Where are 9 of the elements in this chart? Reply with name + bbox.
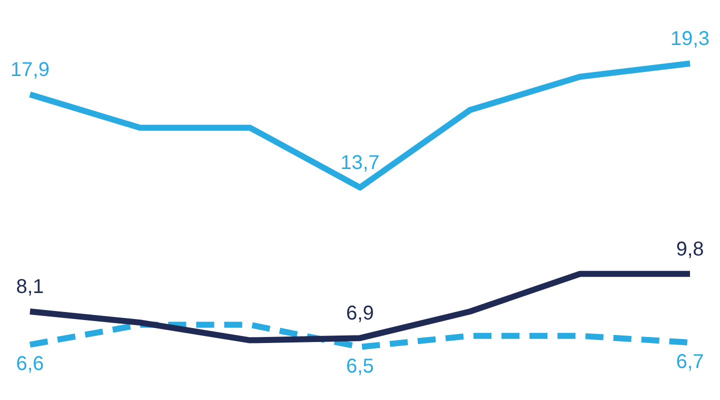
data-label: 6,5 (346, 355, 374, 378)
data-label: 6,7 (676, 351, 704, 374)
data-label: 6,9 (346, 302, 374, 325)
data-label: 9,8 (676, 238, 704, 260)
data-label: 8,1 (16, 276, 44, 298)
data-label: 17,9 (10, 59, 50, 82)
data-label: 6,6 (16, 353, 44, 376)
data-label: 13,7 (340, 152, 380, 174)
data-label: 19,3 (670, 28, 710, 50)
